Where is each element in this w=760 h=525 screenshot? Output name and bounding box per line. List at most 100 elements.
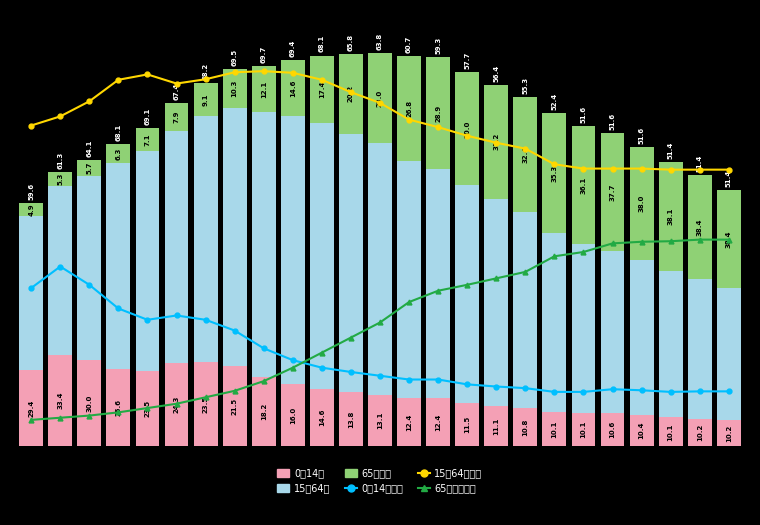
Bar xyxy=(717,288,741,420)
Text: 7.9: 7.9 xyxy=(173,111,179,123)
Text: 31.2: 31.2 xyxy=(493,133,499,151)
Bar xyxy=(688,279,711,418)
Text: 9.1: 9.1 xyxy=(203,93,208,106)
Bar xyxy=(426,169,450,398)
Text: 69.1: 69.1 xyxy=(144,108,150,125)
Text: 51.6: 51.6 xyxy=(638,127,644,143)
Text: 68.2: 68.2 xyxy=(203,63,208,80)
Text: 36.1: 36.1 xyxy=(581,176,587,194)
Bar xyxy=(281,384,305,446)
Bar xyxy=(659,271,682,417)
Bar xyxy=(49,186,72,354)
Text: 5.3: 5.3 xyxy=(57,173,63,185)
Text: 26.8: 26.8 xyxy=(406,100,412,117)
Bar xyxy=(572,126,595,244)
Text: 35.3: 35.3 xyxy=(552,164,557,182)
Text: 10.4: 10.4 xyxy=(638,422,644,439)
Text: 38.0: 38.0 xyxy=(638,195,644,212)
Text: 32.4: 32.4 xyxy=(522,146,528,163)
Bar xyxy=(600,133,625,251)
Text: 38.4: 38.4 xyxy=(697,218,703,236)
Text: 21.5: 21.5 xyxy=(232,397,238,415)
Text: 14.6: 14.6 xyxy=(290,80,296,97)
Bar xyxy=(135,128,160,151)
Bar xyxy=(543,113,566,233)
Bar xyxy=(49,354,72,446)
Text: 65.8: 65.8 xyxy=(348,34,354,51)
Bar xyxy=(135,151,160,371)
Bar xyxy=(368,395,392,446)
Text: 10.3: 10.3 xyxy=(232,80,238,97)
Bar xyxy=(223,108,246,366)
Text: 11.5: 11.5 xyxy=(464,416,470,433)
Bar xyxy=(514,408,537,446)
Text: 51.6: 51.6 xyxy=(581,106,587,123)
Text: 14.6: 14.6 xyxy=(319,409,325,426)
Legend: 0〜14歳, 15〜64歳, 65歳以上, 0〜14歳割合, 15〜64歳割合, 65歳以上割合: 0〜14歳, 15〜64歳, 65歳以上, 0〜14歳割合, 15〜64歳割合,… xyxy=(274,465,486,497)
Text: 25.6: 25.6 xyxy=(116,399,122,416)
Text: 28.9: 28.9 xyxy=(435,104,441,122)
Bar xyxy=(543,412,566,446)
Text: 29.4: 29.4 xyxy=(28,400,34,417)
Text: 30.0: 30.0 xyxy=(87,394,92,412)
Bar xyxy=(630,146,654,260)
Bar xyxy=(455,72,479,185)
Bar xyxy=(368,143,392,395)
Bar xyxy=(165,103,188,131)
Text: 4.9: 4.9 xyxy=(28,203,34,216)
Bar xyxy=(659,162,682,271)
Text: 23.0: 23.0 xyxy=(377,90,383,107)
Bar xyxy=(717,420,741,446)
Text: 59.6: 59.6 xyxy=(28,183,34,201)
Bar xyxy=(165,363,188,446)
Text: 57.7: 57.7 xyxy=(464,52,470,69)
Bar xyxy=(572,413,595,446)
Bar xyxy=(223,366,246,446)
Text: 51.4: 51.4 xyxy=(668,141,673,159)
Text: 10.8: 10.8 xyxy=(522,418,528,436)
Text: 55.3: 55.3 xyxy=(522,77,528,94)
Bar xyxy=(223,69,246,108)
Bar xyxy=(717,190,741,288)
Bar xyxy=(252,66,276,112)
Bar xyxy=(455,185,479,403)
Bar xyxy=(484,85,508,199)
Bar xyxy=(194,83,217,116)
Bar xyxy=(426,398,450,446)
Bar xyxy=(310,389,334,446)
Bar xyxy=(106,144,130,163)
Text: 18.2: 18.2 xyxy=(261,403,267,421)
Bar xyxy=(106,369,130,446)
Bar xyxy=(514,97,537,212)
Bar xyxy=(19,216,43,370)
Text: 10.2: 10.2 xyxy=(697,424,703,441)
Text: 37.7: 37.7 xyxy=(610,184,616,201)
Bar xyxy=(49,172,72,186)
Text: 13.8: 13.8 xyxy=(348,411,354,428)
Text: 10.1: 10.1 xyxy=(581,421,587,438)
Bar xyxy=(339,54,363,133)
Text: 63.8: 63.8 xyxy=(377,33,383,50)
Text: 56.4: 56.4 xyxy=(493,65,499,81)
Text: 51.6: 51.6 xyxy=(610,113,616,130)
Text: 33.4: 33.4 xyxy=(57,392,63,409)
Text: 68.1: 68.1 xyxy=(319,35,325,52)
Bar xyxy=(455,403,479,446)
Text: 51.4: 51.4 xyxy=(726,170,732,187)
Text: 23.5: 23.5 xyxy=(203,395,208,413)
Text: 10.1: 10.1 xyxy=(552,421,557,438)
Text: 17.4: 17.4 xyxy=(319,81,325,98)
Bar xyxy=(688,175,711,279)
Text: 12.4: 12.4 xyxy=(406,413,412,430)
Text: 13.1: 13.1 xyxy=(377,412,383,429)
Bar xyxy=(310,123,334,389)
Text: 5.7: 5.7 xyxy=(87,162,92,174)
Bar xyxy=(572,244,595,413)
Text: 51.4: 51.4 xyxy=(697,155,703,172)
Text: 24.3: 24.3 xyxy=(173,396,179,413)
Bar xyxy=(252,377,276,446)
Bar xyxy=(600,413,625,446)
Bar xyxy=(484,199,508,406)
Bar xyxy=(368,53,392,143)
Text: 69.5: 69.5 xyxy=(232,49,238,66)
